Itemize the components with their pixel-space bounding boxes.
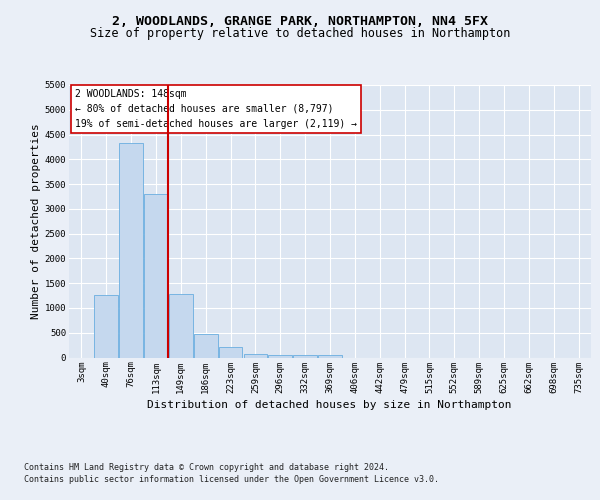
Bar: [318, 355, 342, 358]
Bar: [94, 294, 118, 358]
Bar: [244, 354, 267, 358]
Text: Distribution of detached houses by size in Northampton: Distribution of detached houses by size …: [146, 400, 511, 410]
Bar: [169, 294, 193, 358]
Text: Contains HM Land Registry data © Crown copyright and database right 2024.: Contains HM Land Registry data © Crown c…: [24, 462, 389, 471]
Text: Contains public sector information licensed under the Open Government Licence v3: Contains public sector information licen…: [24, 475, 439, 484]
Text: Size of property relative to detached houses in Northampton: Size of property relative to detached ho…: [90, 28, 510, 40]
Bar: [293, 355, 317, 358]
Bar: [268, 354, 292, 358]
Text: 2, WOODLANDS, GRANGE PARK, NORTHAMPTON, NN4 5FX: 2, WOODLANDS, GRANGE PARK, NORTHAMPTON, …: [112, 15, 488, 28]
Bar: [144, 194, 168, 358]
Bar: [119, 144, 143, 358]
Bar: [219, 347, 242, 358]
Y-axis label: Number of detached properties: Number of detached properties: [31, 124, 41, 319]
Bar: [194, 334, 218, 357]
Text: 2 WOODLANDS: 148sqm
← 80% of detached houses are smaller (8,797)
19% of semi-det: 2 WOODLANDS: 148sqm ← 80% of detached ho…: [75, 89, 357, 128]
